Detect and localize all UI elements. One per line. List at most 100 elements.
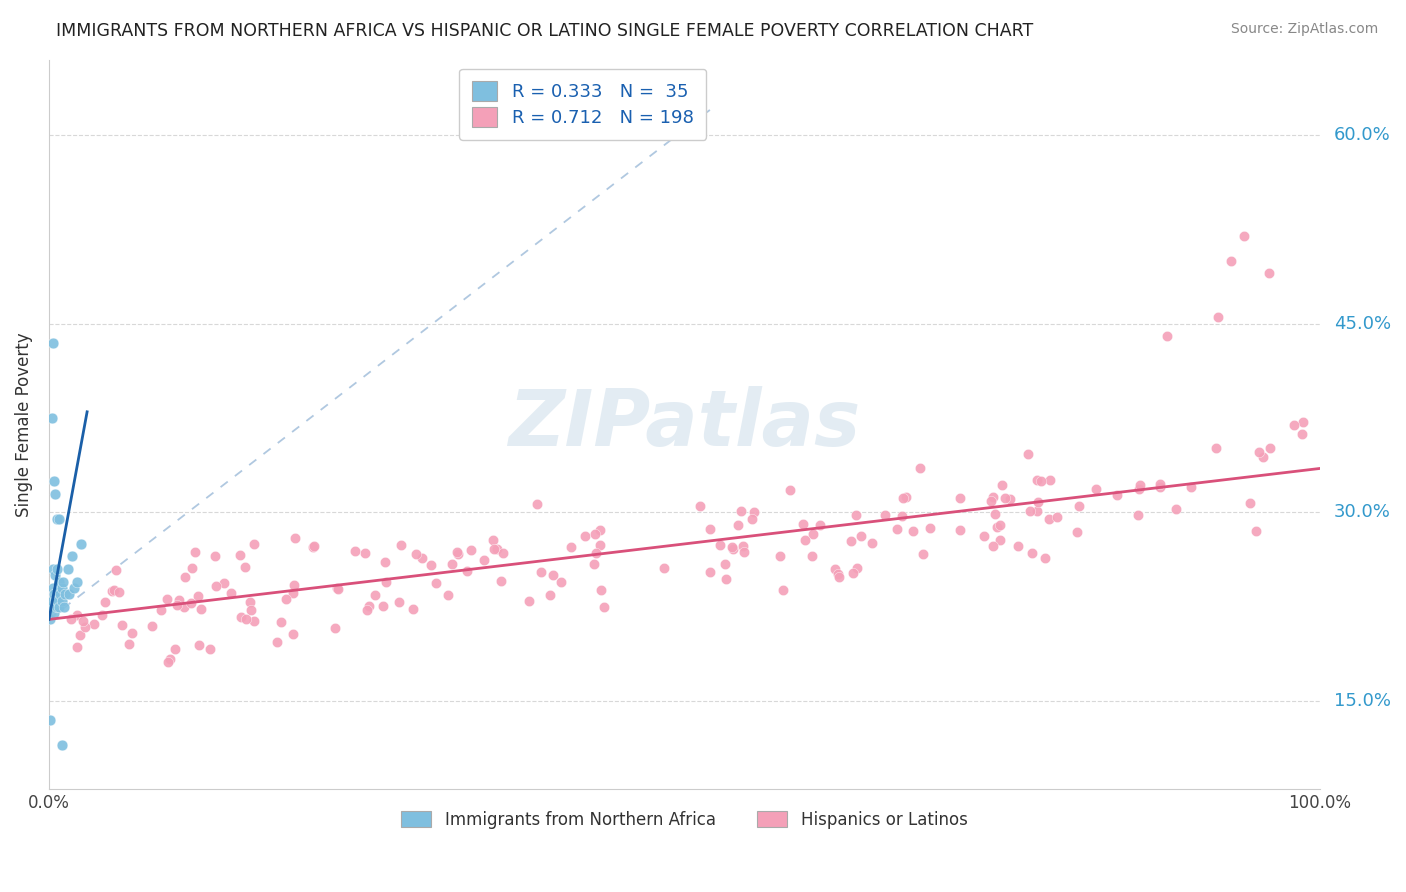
Point	[842, 566, 865, 580]
Text: ZIPatlas: ZIPatlas	[509, 386, 860, 462]
Point	[39, 713, 62, 727]
Point	[46, 581, 69, 595]
Point	[484, 542, 506, 557]
Point	[440, 557, 463, 571]
Point	[69, 628, 91, 642]
Point	[283, 578, 305, 592]
Point	[849, 529, 872, 543]
Point	[793, 533, 815, 548]
Point	[886, 522, 908, 536]
Point	[949, 523, 972, 537]
Point	[574, 529, 596, 543]
Point	[44, 486, 66, 500]
Point	[281, 586, 304, 600]
Point	[980, 494, 1002, 508]
Point	[48, 512, 70, 526]
Point	[772, 582, 794, 597]
Point	[1220, 253, 1243, 268]
Point	[302, 540, 325, 554]
Point	[56, 562, 79, 576]
Point	[560, 540, 582, 554]
Point	[541, 568, 564, 582]
Point	[742, 505, 765, 519]
Point	[326, 581, 349, 595]
Point	[48, 574, 70, 589]
Point	[1129, 478, 1152, 492]
Point	[1128, 482, 1150, 496]
Point	[845, 561, 868, 575]
Point	[1205, 441, 1227, 455]
Point	[266, 634, 288, 648]
Point	[779, 483, 801, 498]
Point	[1164, 502, 1187, 516]
Point	[200, 641, 222, 656]
Y-axis label: Single Female Poverty: Single Female Poverty	[15, 332, 32, 516]
Point	[302, 539, 325, 553]
Text: 15.0%: 15.0%	[1334, 692, 1391, 710]
Point	[844, 508, 866, 522]
Point	[988, 533, 1011, 547]
Point	[229, 610, 252, 624]
Point	[51, 581, 73, 595]
Point	[111, 618, 134, 632]
Point	[721, 541, 744, 556]
Point	[42, 606, 65, 620]
Point	[181, 561, 204, 575]
Point	[973, 528, 995, 542]
Point	[860, 535, 883, 549]
Text: 30.0%: 30.0%	[1334, 503, 1391, 522]
Point	[173, 600, 195, 615]
Point	[239, 603, 262, 617]
Point	[187, 590, 209, 604]
Point	[1284, 418, 1306, 433]
Point	[918, 521, 941, 535]
Point	[1233, 228, 1256, 243]
Point	[205, 579, 228, 593]
Point	[991, 478, 1014, 492]
Point	[402, 601, 425, 615]
Point	[998, 491, 1021, 506]
Point	[652, 561, 675, 575]
Point	[1046, 510, 1069, 524]
Point	[187, 638, 209, 652]
Point	[204, 549, 226, 563]
Point	[41, 593, 63, 607]
Point	[60, 612, 83, 626]
Point	[1258, 267, 1281, 281]
Point	[41, 599, 63, 614]
Point	[44, 593, 66, 607]
Point	[689, 499, 711, 513]
Point	[374, 555, 396, 569]
Point	[83, 616, 105, 631]
Point	[1084, 482, 1107, 496]
Point	[1258, 441, 1281, 455]
Point	[45, 512, 67, 526]
Point	[180, 596, 202, 610]
Point	[389, 537, 412, 551]
Text: IMMIGRANTS FROM NORTHERN AFRICA VS HISPANIC OR LATINO SINGLE FEMALE POVERTY CORR: IMMIGRANTS FROM NORTHERN AFRICA VS HISPA…	[56, 22, 1033, 40]
Point	[1244, 524, 1267, 538]
Point	[538, 589, 561, 603]
Point	[492, 546, 515, 560]
Point	[436, 588, 458, 602]
Text: 60.0%: 60.0%	[1334, 126, 1391, 145]
Point	[1039, 474, 1062, 488]
Point	[983, 490, 1005, 504]
Point	[284, 531, 307, 545]
Point	[824, 562, 846, 576]
Point	[72, 614, 94, 628]
Point	[371, 599, 394, 613]
Point	[121, 625, 143, 640]
Point	[709, 538, 731, 552]
Point	[714, 558, 737, 572]
Point	[353, 545, 375, 559]
Point	[364, 588, 387, 602]
Point	[52, 574, 75, 589]
Point	[48, 599, 70, 614]
Point	[1291, 427, 1313, 442]
Point	[1126, 508, 1149, 523]
Point	[103, 582, 125, 597]
Point	[53, 599, 76, 614]
Point	[589, 523, 612, 537]
Point	[1007, 539, 1029, 553]
